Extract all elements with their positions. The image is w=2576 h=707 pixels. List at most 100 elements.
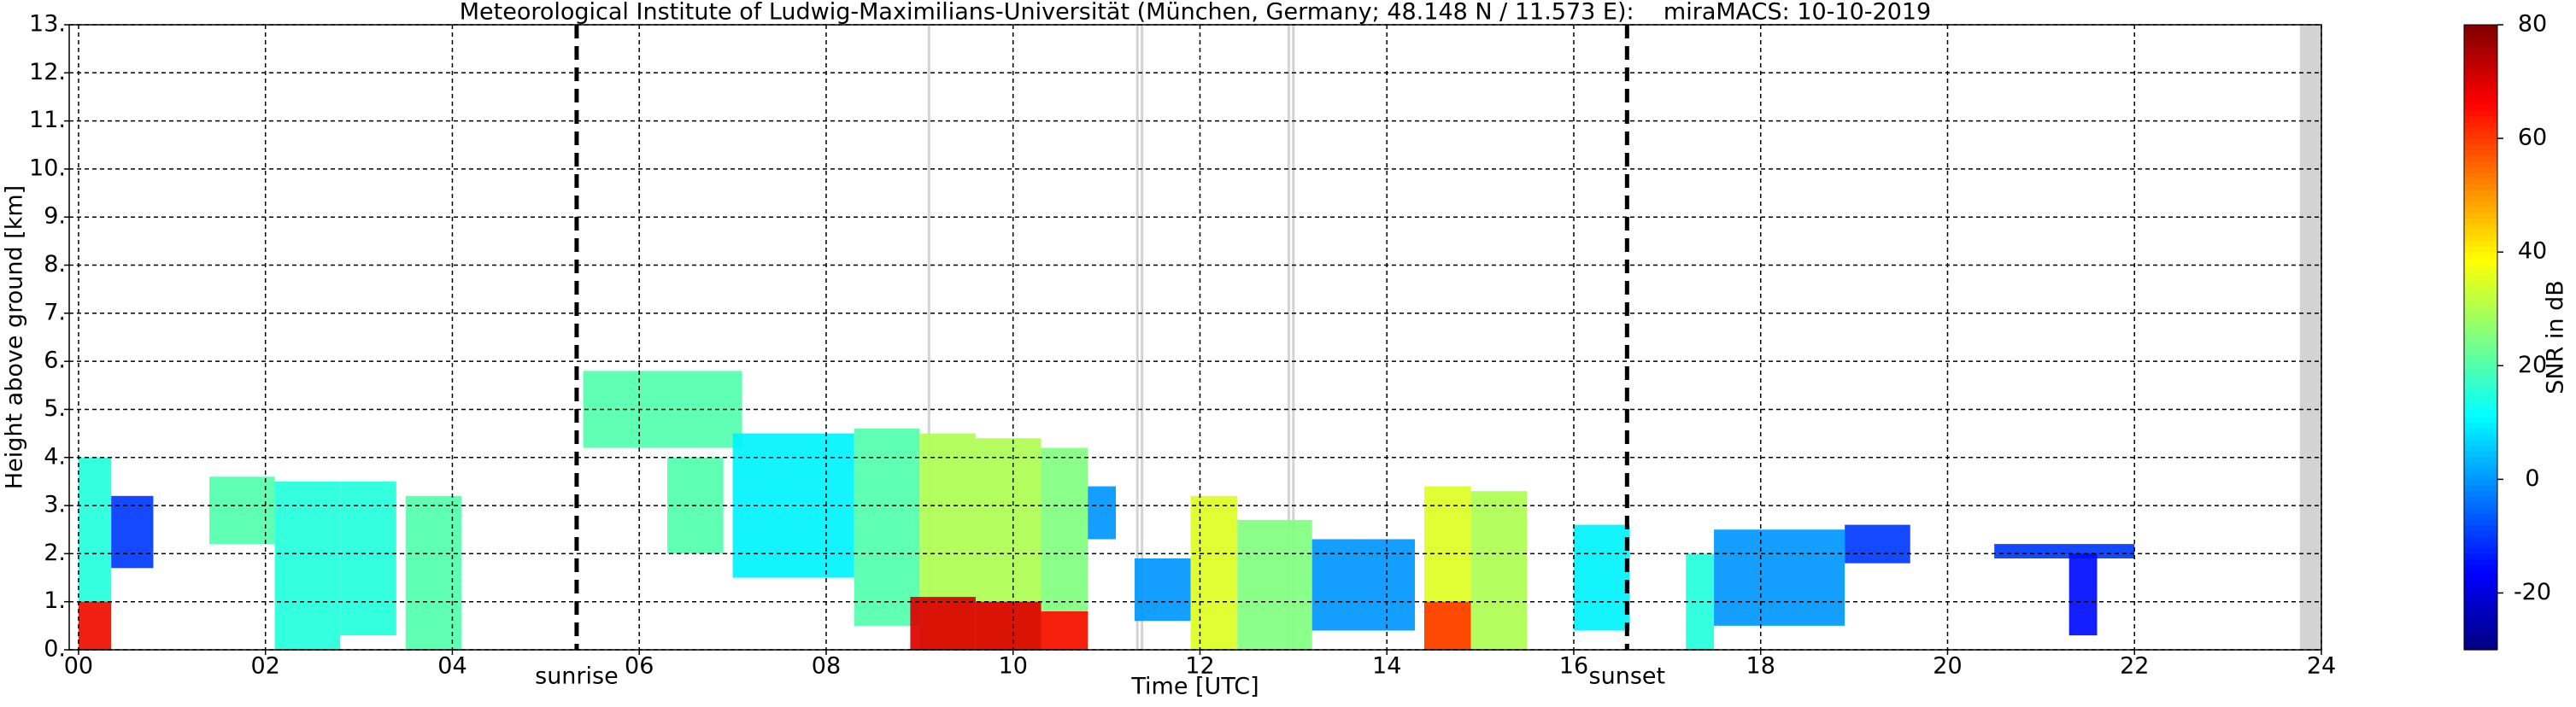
radar-echo [340, 481, 396, 636]
colorbar-segment [2464, 155, 2497, 162]
y-tick-label: 6. [44, 348, 66, 374]
radar-echo [854, 428, 920, 626]
y-tick-label: 9. [44, 203, 66, 230]
y-tick-label: 7. [44, 299, 66, 325]
colorbar-segment [2464, 644, 2497, 651]
x-tick-label: 02 [251, 653, 280, 680]
no-data-region [2299, 25, 2321, 650]
colorbar-segment [2464, 371, 2497, 378]
y-tick-label: 12. [29, 59, 66, 85]
colorbar-segment [2464, 552, 2497, 560]
y-tick-label: 0. [44, 636, 66, 663]
colorbar-segment [2464, 513, 2497, 520]
colorbar-segment [2464, 621, 2497, 628]
colorbar-segment [2464, 342, 2497, 349]
colorbar-segment [2464, 593, 2497, 599]
colorbar-segment [2464, 462, 2497, 469]
radar-echo [1041, 611, 1088, 650]
colorbar-segment [2464, 218, 2497, 225]
colorbar-segment [2464, 303, 2497, 310]
colorbar-segment [2464, 121, 2497, 128]
colorbar-segment [2464, 87, 2497, 94]
radar-echo [1088, 486, 1117, 540]
colorbar-segment [2464, 439, 2497, 447]
colorbar-segment [2464, 428, 2497, 435]
colorbar-segment [2464, 184, 2497, 190]
colorbar-segment [2464, 417, 2497, 424]
y-tick-label: 4. [44, 443, 66, 470]
colorbar-segment [2464, 257, 2497, 265]
colorbar-segment [2464, 400, 2497, 406]
colorbar-segment [2464, 377, 2497, 383]
y-tick-label: 5. [44, 395, 66, 422]
colorbar-segment [2464, 445, 2497, 452]
x-tick-label: 04 [437, 653, 466, 680]
colorbar-segment [2464, 383, 2497, 389]
colorbar-segment [2464, 41, 2497, 49]
radar-echo [209, 476, 275, 545]
colorbar-segment [2464, 246, 2497, 253]
colorbar-segment [2464, 434, 2497, 441]
y-axis-label: Height above ground [km] [2, 185, 28, 489]
y-tick-label: 10. [29, 155, 66, 181]
colorbar-segment [2464, 308, 2497, 315]
radar-echo [1994, 544, 2135, 559]
colorbar-segment [2464, 235, 2497, 242]
x-tick-label: 22 [2120, 653, 2149, 680]
colorbar-segment [2464, 501, 2497, 509]
colorbar-segment [2464, 325, 2497, 332]
radar-echo [1237, 519, 1312, 650]
colorbar-segment [2464, 405, 2497, 412]
colorbar-segment [2464, 570, 2497, 577]
colorbar-tick-label: 80 [2518, 11, 2547, 38]
colorbar-segment [2464, 394, 2497, 400]
colorbar-segment [2464, 473, 2497, 480]
x-tick-label: 20 [1933, 653, 1962, 680]
colorbar-segment [2464, 53, 2497, 60]
colorbar-segment [2464, 411, 2497, 418]
radar-echo [910, 597, 976, 650]
y-tick-label: 2. [44, 540, 66, 566]
colorbar-segment [2464, 616, 2497, 622]
colorbar-segment [2464, 354, 2497, 361]
colorbar-segment [2464, 599, 2497, 605]
colorbar-segment [2464, 331, 2497, 338]
colorbar-segment [2464, 507, 2497, 514]
colorbar-segment [2464, 518, 2497, 526]
colorbar-segment [2464, 490, 2497, 497]
colorbar-segment [2464, 167, 2497, 173]
radar-echo [1190, 495, 1238, 650]
colorbar-frame [2463, 24, 2498, 651]
colorbar-segment [2464, 149, 2497, 156]
radar-echo [1573, 524, 1630, 631]
colorbar-segment [2464, 30, 2497, 37]
radar-echo [975, 601, 1042, 650]
x-tick-label: 06 [625, 653, 654, 680]
colorbar-segment [2464, 143, 2497, 150]
colorbar-segment [2464, 291, 2497, 299]
colorbar-segment [2464, 132, 2497, 139]
x-tick-label: 18 [1746, 653, 1775, 680]
colorbar-segment [2464, 564, 2497, 571]
colorbar-segment [2464, 627, 2497, 634]
colorbar-segment [2464, 638, 2497, 645]
colorbar-segment [2464, 365, 2497, 372]
colorbar-segment [2464, 178, 2497, 184]
colorbar-segment [2464, 229, 2497, 236]
colorbar-segment [2464, 201, 2497, 207]
colorbar-segment [2464, 75, 2497, 83]
x-tick-label: 10 [999, 653, 1028, 680]
colorbar-tick-label: 0 [2525, 465, 2539, 492]
colorbar-segment [2464, 212, 2497, 219]
colorbar-segment [2464, 535, 2497, 543]
y-tick-label: 8. [44, 251, 66, 278]
colorbar-segment [2464, 485, 2497, 492]
colorbar-segment [2464, 547, 2497, 554]
colorbar-segment [2464, 47, 2497, 54]
x-tick-label: 24 [2307, 653, 2336, 680]
radar-echo [1470, 491, 1528, 650]
colorbar-segment [2464, 269, 2497, 276]
colorbar-segment [2464, 81, 2497, 88]
colorbar-segment [2464, 252, 2497, 259]
colorbar-segment [2464, 451, 2497, 458]
